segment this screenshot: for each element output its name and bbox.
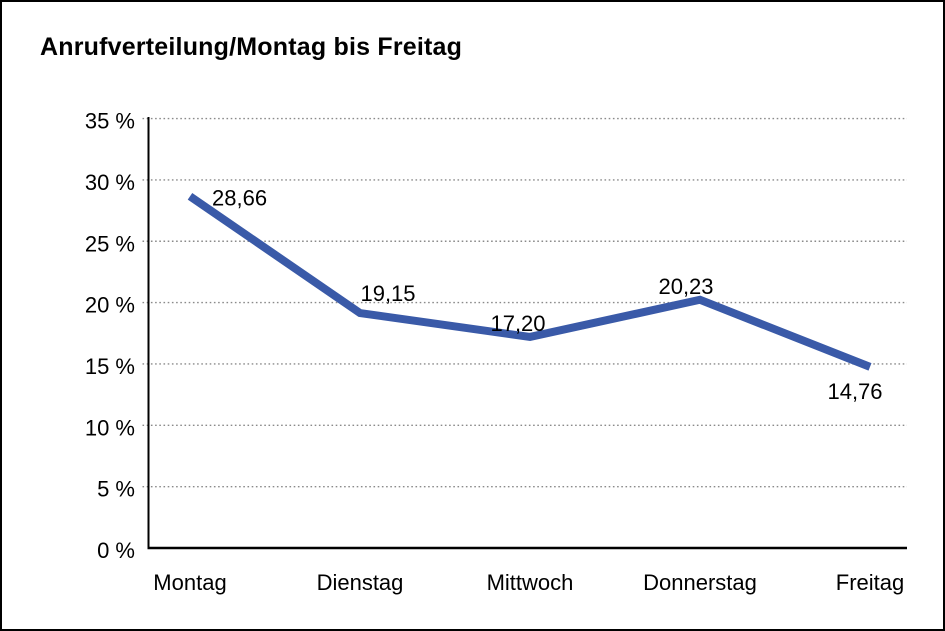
y-tick-label: 35 %: [85, 109, 135, 134]
data-label: 14,76: [827, 379, 882, 404]
data-label: 28,66: [212, 185, 267, 210]
chart-title: Anrufverteilung/Montag bis Freitag: [40, 33, 463, 61]
y-tick-label: 0 %: [97, 538, 135, 563]
y-tick-label: 25 %: [85, 231, 135, 256]
x-tick-label: Freitag: [836, 570, 904, 595]
series-line: [187, 193, 872, 371]
data-label: 20,23: [658, 274, 713, 299]
x-tick-label: Donnerstag: [643, 570, 757, 595]
data-label: 19,15: [360, 281, 415, 306]
y-tick-label: 5 %: [97, 477, 135, 502]
y-tick-label: 15 %: [85, 354, 135, 379]
y-tick-label: 20 %: [85, 293, 135, 318]
x-tick-label: Dienstag: [317, 570, 404, 595]
y-tick-label: 10 %: [85, 415, 135, 440]
x-tick-label: Montag: [153, 570, 226, 595]
x-tick-label: Mittwoch: [487, 570, 574, 595]
data-label: 17,20: [490, 311, 545, 336]
y-tick-label: 30 %: [85, 170, 135, 195]
